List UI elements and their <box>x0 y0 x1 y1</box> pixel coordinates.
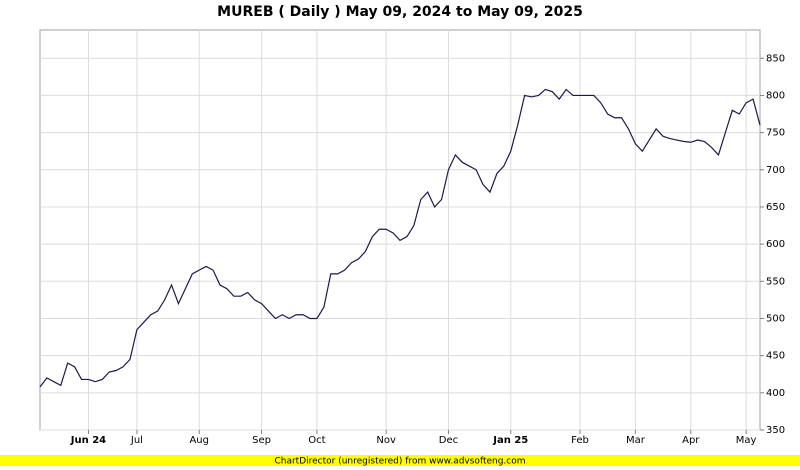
y-tick-label: 800 <box>766 90 785 101</box>
plot-area <box>39 29 761 431</box>
y-tick-label: 700 <box>766 165 785 176</box>
x-tick-label: Aug <box>189 435 209 446</box>
x-tick-label: Nov <box>376 435 396 446</box>
x-tick-label: Sep <box>252 435 271 446</box>
chart-title: MUREB ( Daily ) May 09, 2024 to May 09, … <box>217 4 583 20</box>
x-tick-label: Feb <box>571 435 589 446</box>
footer: ChartDirector (unregistered) from www.ad… <box>274 457 525 467</box>
y-tick-label: 450 <box>766 351 785 362</box>
y-tick-label: 850 <box>766 53 785 64</box>
y-tick-label: 650 <box>766 202 785 213</box>
y-tick-label: 550 <box>766 276 785 287</box>
x-tick-label: Jan 25 <box>492 435 528 446</box>
y-tick-label: 500 <box>766 313 785 324</box>
price-line <box>39 88 761 388</box>
y-tick-label: 400 <box>766 388 785 399</box>
x-tick-label: May <box>736 435 757 446</box>
x-tick-label: Jul <box>130 435 143 446</box>
footer-bar <box>0 455 800 466</box>
x-tick-label: Apr <box>682 435 700 446</box>
y-tick-label: 750 <box>766 128 785 139</box>
x-tick-label: Dec <box>439 435 458 446</box>
y-tick-label: 350 <box>766 425 785 436</box>
x-tick-label: Oct <box>308 435 325 446</box>
x-tick-label: Jun 24 <box>70 435 106 446</box>
x-tick-label: Mar <box>626 435 646 446</box>
y-tick-label: 600 <box>766 239 785 250</box>
